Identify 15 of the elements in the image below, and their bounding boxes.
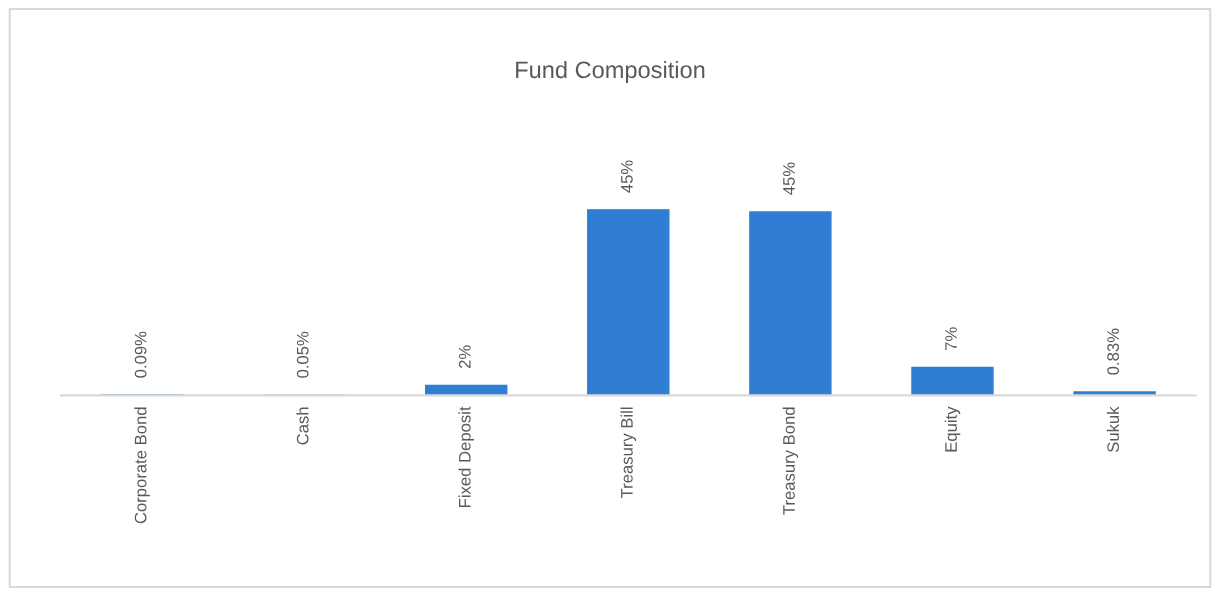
chart-title: Fund Composition bbox=[516, 60, 705, 83]
x-tick-label: Equity bbox=[944, 406, 961, 452]
data-label: 45% bbox=[783, 162, 795, 195]
data-label: 7% bbox=[945, 327, 957, 350]
x-tick-label: Sukuk bbox=[1106, 406, 1120, 453]
data-label: 45% bbox=[621, 160, 633, 193]
data-label: 0.83% bbox=[1107, 328, 1120, 375]
x-tick-label: Cash bbox=[296, 407, 309, 445]
x-tick-label: Corporate Bond bbox=[134, 407, 150, 524]
x-tick-label: Fixed Deposit bbox=[458, 406, 474, 507]
data-label: 0.05% bbox=[296, 331, 309, 378]
x-tick-label: Treasury Bill bbox=[620, 407, 637, 499]
x-tick-label: Treasury Bond bbox=[782, 407, 799, 515]
data-label: 0.09% bbox=[134, 331, 147, 378]
data-label: 2% bbox=[458, 345, 471, 369]
